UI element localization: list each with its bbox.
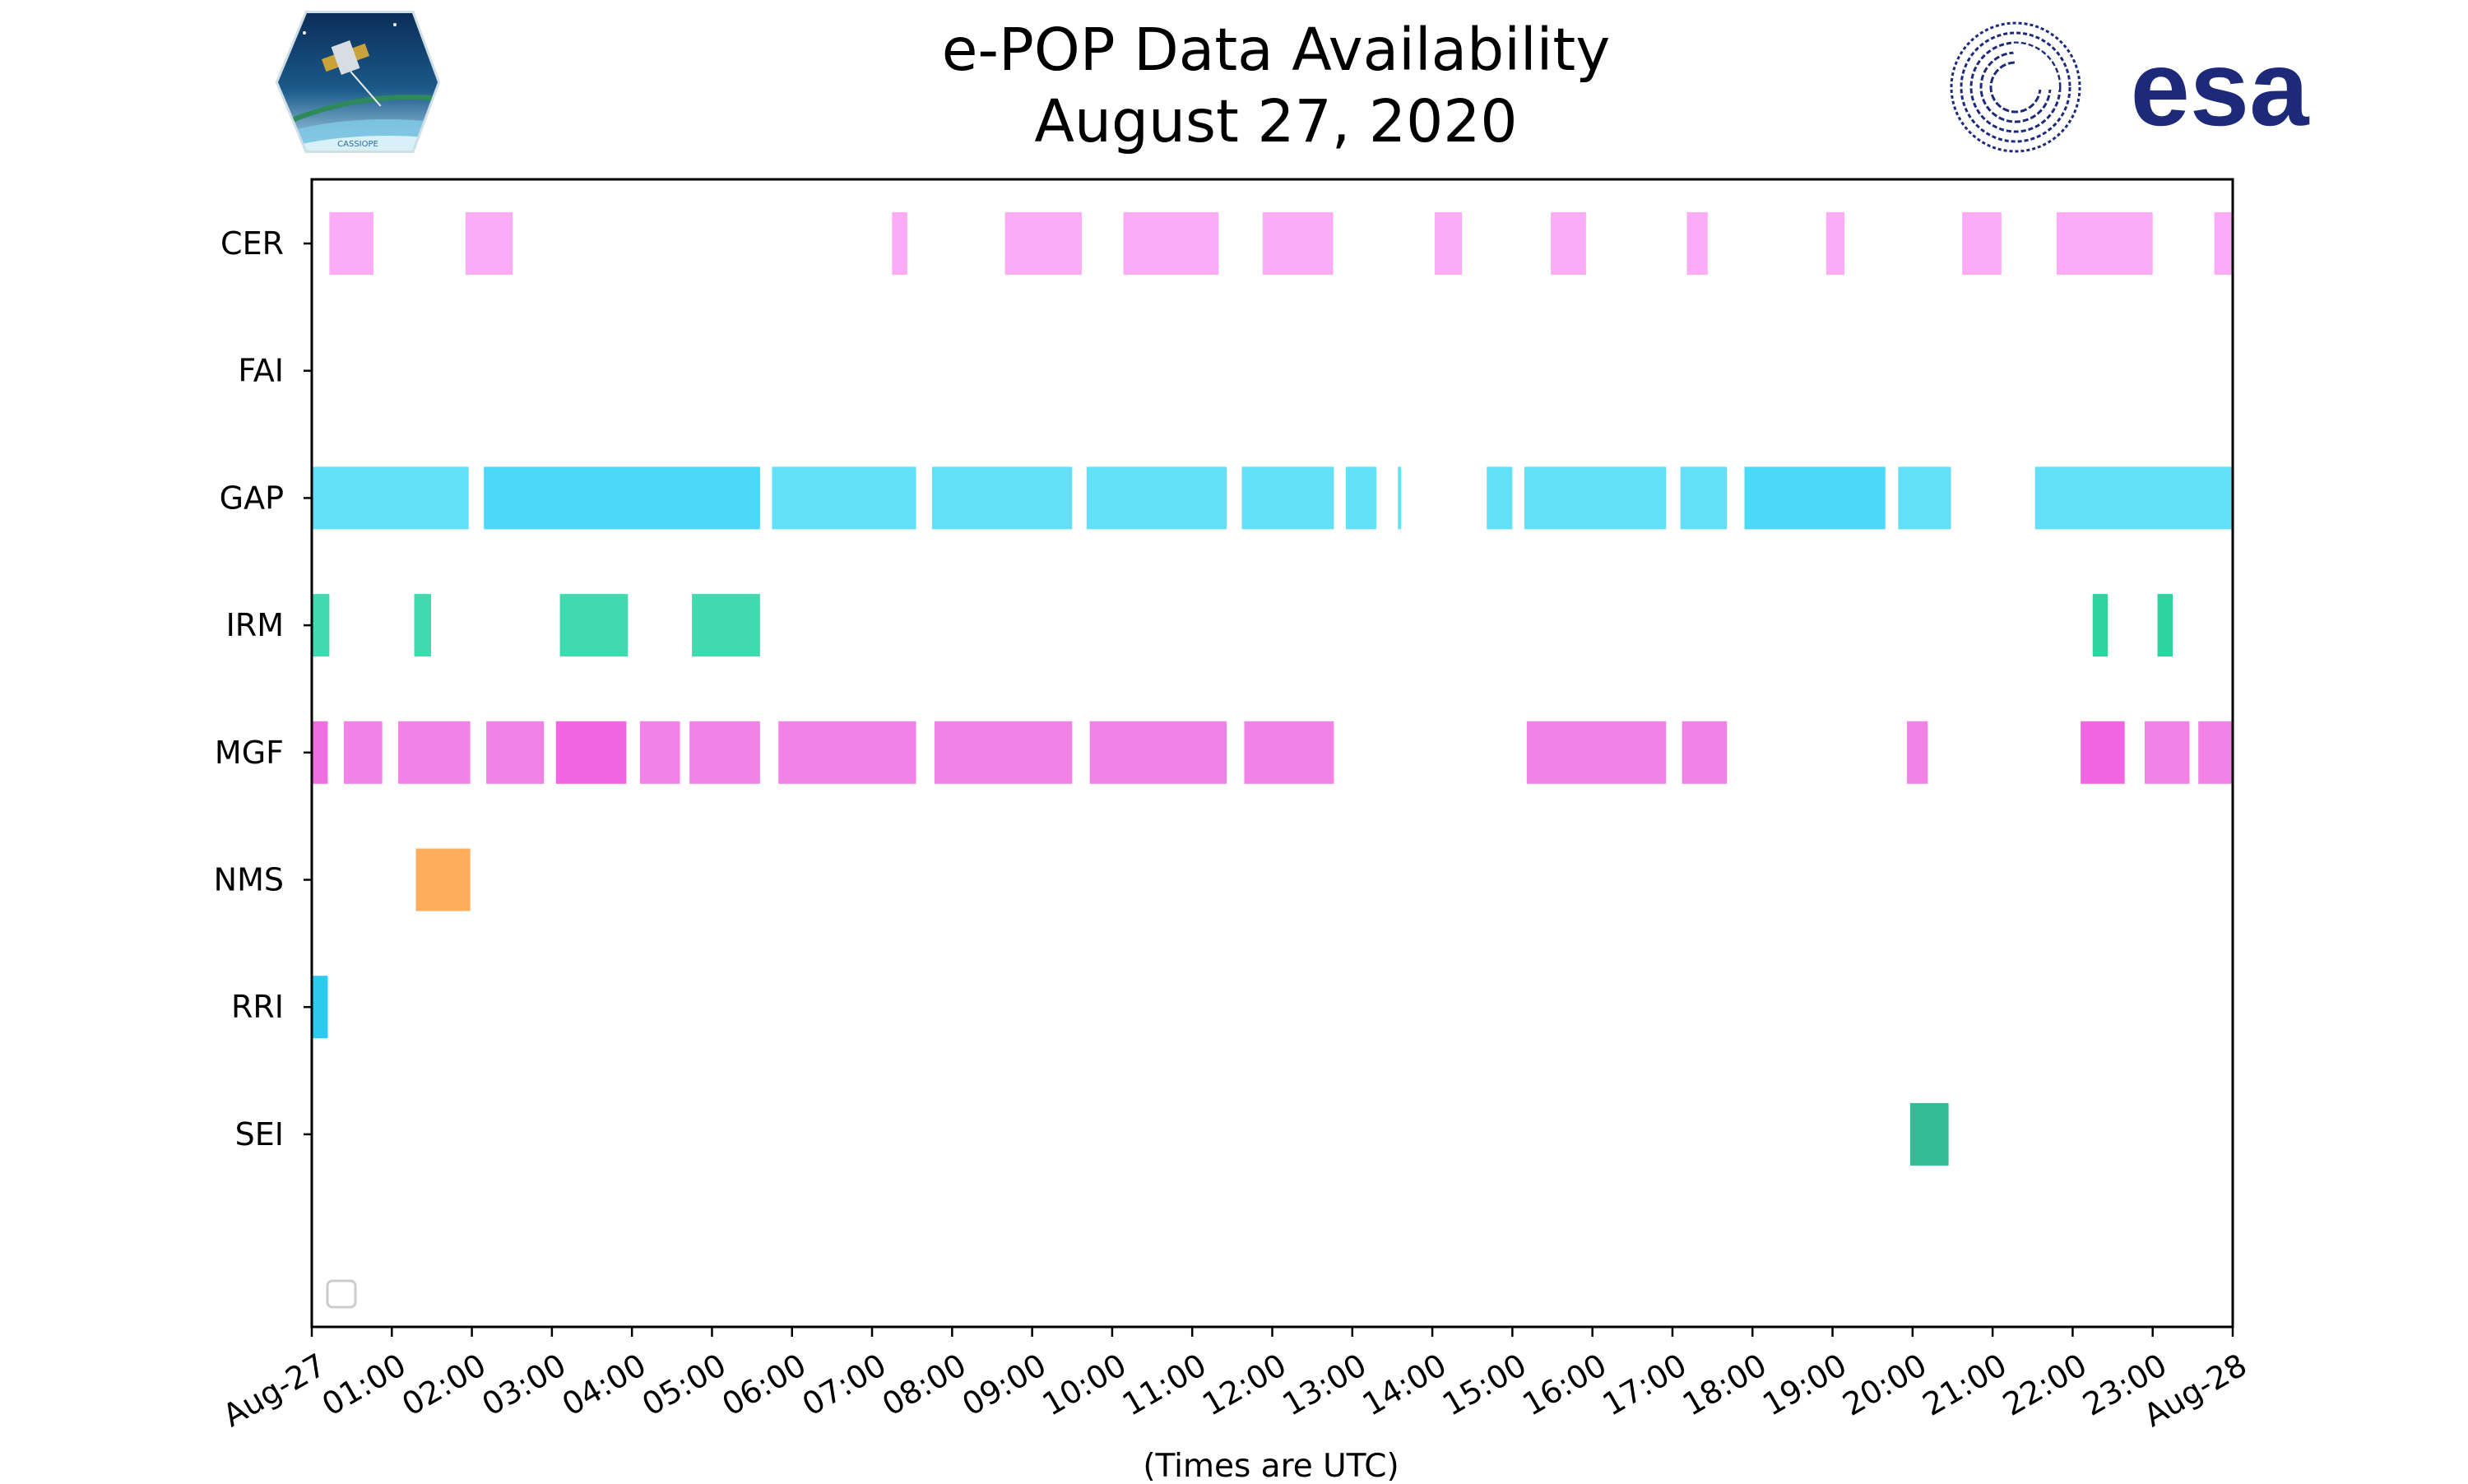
x-tick-label-2: 02:00 bbox=[396, 1347, 492, 1423]
x-tick-label-9: 09:00 bbox=[956, 1347, 1052, 1423]
bar-mgf-3 bbox=[486, 721, 545, 784]
x-tick-label-16: 16:00 bbox=[1516, 1347, 1612, 1423]
bar-gap-2 bbox=[772, 466, 916, 530]
x-axis-label: (Times are UTC) bbox=[1143, 1448, 1399, 1481]
x-tick-label-19: 19:00 bbox=[1756, 1347, 1853, 1423]
bar-gap-6 bbox=[1346, 466, 1376, 530]
bar-gap-8 bbox=[1487, 466, 1513, 530]
y-tick-label-fai: FAI bbox=[238, 353, 284, 389]
bar-mgf-0 bbox=[312, 721, 328, 784]
bar-irm-4 bbox=[2092, 594, 2108, 657]
bar-cer-5 bbox=[1262, 212, 1334, 275]
bar-mgf-1 bbox=[343, 721, 383, 784]
esa-logo: esa bbox=[1950, 21, 2311, 153]
bar-irm-3 bbox=[692, 594, 760, 657]
bar-gap-5 bbox=[1241, 466, 1334, 530]
bar-cer-3 bbox=[1004, 212, 1082, 275]
x-tick-label-12: 12:00 bbox=[1196, 1347, 1292, 1423]
y-tick-label-gap: GAP bbox=[220, 480, 284, 516]
bar-gap-11 bbox=[1744, 466, 1886, 530]
x-tick-label-1: 01:00 bbox=[316, 1347, 412, 1423]
bar-gap-4 bbox=[1086, 466, 1227, 530]
bar-gap-3 bbox=[932, 466, 1073, 530]
bar-mgf-12 bbox=[1682, 721, 1728, 784]
esa-swirl-icon bbox=[1950, 21, 2081, 153]
x-tick-label-10: 10:00 bbox=[1037, 1347, 1133, 1423]
bar-gap-7 bbox=[1398, 466, 1402, 530]
bar-gap-13 bbox=[2034, 466, 2233, 530]
bar-gap-0 bbox=[312, 466, 469, 530]
bar-gap-12 bbox=[1898, 466, 1951, 530]
bar-gap-1 bbox=[484, 466, 760, 530]
y-tick-label-mgf: MGF bbox=[215, 735, 284, 771]
y-tick-label-nms: NMS bbox=[214, 862, 284, 898]
x-tick-label-3: 03:00 bbox=[476, 1347, 573, 1423]
x-tick-label-20: 20:00 bbox=[1836, 1347, 1932, 1423]
x-tick-label-14: 14:00 bbox=[1357, 1347, 1453, 1423]
bar-irm-2 bbox=[559, 594, 629, 657]
bar-mgf-15 bbox=[2144, 721, 2190, 784]
y-tick-label-irm: IRM bbox=[226, 607, 284, 643]
chart-title-line2: August 27, 2020 bbox=[1034, 87, 1517, 155]
bar-cer-12 bbox=[2214, 212, 2233, 275]
x-tick-label-18: 18:00 bbox=[1677, 1347, 1773, 1423]
bar-mgf-16 bbox=[2198, 721, 2233, 784]
x-tick-label-0: Aug-27 bbox=[216, 1347, 332, 1434]
bar-mgf-2 bbox=[398, 721, 471, 784]
legend-box bbox=[326, 1279, 357, 1309]
bar-cer-4 bbox=[1123, 212, 1219, 275]
bar-mgf-5 bbox=[639, 721, 680, 784]
bar-mgf-4 bbox=[555, 721, 627, 784]
bar-mgf-11 bbox=[1526, 721, 1667, 784]
bar-mgf-7 bbox=[778, 721, 916, 784]
bar-nms-0 bbox=[415, 848, 471, 911]
x-tick-label-4: 04:00 bbox=[556, 1347, 652, 1423]
bar-cer-11 bbox=[2056, 212, 2153, 275]
bar-irm-0 bbox=[312, 594, 330, 657]
x-tick-label-7: 07:00 bbox=[796, 1347, 893, 1423]
x-tick-label-22: 22:00 bbox=[1997, 1347, 2093, 1423]
x-tick-label-6: 06:00 bbox=[716, 1347, 812, 1423]
bar-mgf-13 bbox=[1907, 721, 1928, 784]
y-tick-label-rri: RRI bbox=[231, 989, 284, 1025]
bar-cer-7 bbox=[1551, 212, 1586, 275]
bar-cer-9 bbox=[1825, 212, 1845, 275]
y-axis: CER FAI GAP IRM MGF NMS RRI SEI bbox=[214, 225, 312, 1152]
bar-cer-2 bbox=[892, 212, 907, 275]
y-tick-label-cer: CER bbox=[220, 225, 284, 262]
bar-rri-0 bbox=[312, 976, 328, 1039]
x-tick-label-13: 13:00 bbox=[1276, 1347, 1372, 1423]
bar-cer-1 bbox=[465, 212, 513, 275]
bar-mgf-14 bbox=[2081, 721, 2125, 784]
bar-cer-8 bbox=[1686, 212, 1708, 275]
bar-irm-5 bbox=[2157, 594, 2173, 657]
bar-irm-1 bbox=[414, 594, 431, 657]
x-tick-label-21: 21:00 bbox=[1917, 1347, 2013, 1423]
x-tick-label-8: 08:00 bbox=[876, 1347, 972, 1423]
bar-mgf-10 bbox=[1244, 721, 1334, 784]
bar-cer-10 bbox=[1962, 212, 2002, 275]
esa-logo-text: esa bbox=[2131, 28, 2311, 148]
bar-gap-9 bbox=[1524, 466, 1667, 530]
x-axis: Aug-2701:0002:0003:0004:0005:0006:0007:0… bbox=[216, 1327, 2253, 1434]
chart-title-line1: e-POP Data Availability bbox=[942, 16, 1610, 84]
x-tick-label-11: 11:00 bbox=[1116, 1347, 1213, 1423]
plot-area bbox=[312, 212, 2233, 1166]
bar-mgf-9 bbox=[1089, 721, 1227, 784]
x-tick-label-17: 17:00 bbox=[1597, 1347, 1693, 1423]
bar-mgf-8 bbox=[934, 721, 1073, 784]
y-tick-label-sei: SEI bbox=[235, 1116, 284, 1152]
bar-gap-10 bbox=[1680, 466, 1728, 530]
x-tick-label-5: 05:00 bbox=[636, 1347, 732, 1423]
bar-mgf-6 bbox=[689, 721, 760, 784]
bar-sei-0 bbox=[1909, 1102, 1949, 1166]
bar-cer-6 bbox=[1435, 212, 1463, 275]
cassiope-logo-text: CASSIOPE bbox=[337, 140, 378, 149]
x-tick-label-15: 15:00 bbox=[1436, 1347, 1533, 1423]
cassiope-logo: CASSIOPE bbox=[275, 11, 441, 153]
bar-cer-0 bbox=[329, 212, 373, 275]
